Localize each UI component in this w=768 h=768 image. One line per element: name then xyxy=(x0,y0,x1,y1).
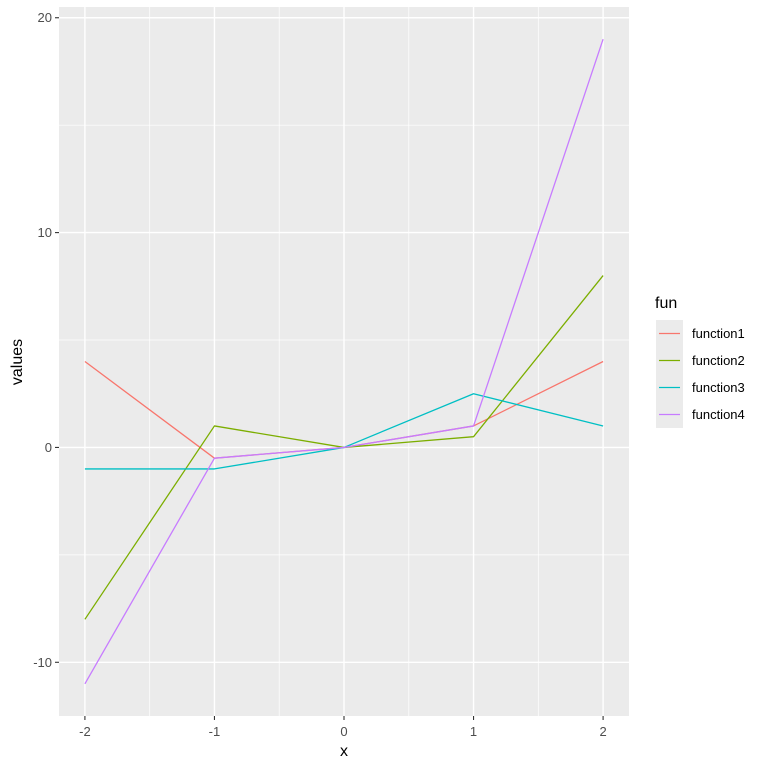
x-axis-tick-labels: -2 -1 0 1 2 xyxy=(79,724,607,739)
series-lines xyxy=(84,39,604,685)
legend-item-function2: function2 xyxy=(656,347,745,374)
legend-item-function1: function1 xyxy=(656,320,745,347)
y-axis-title: values xyxy=(9,339,26,385)
x-axis-title: x xyxy=(340,743,348,760)
y-tick-label: -10 xyxy=(33,655,52,670)
y-tick-label: 0 xyxy=(45,440,52,455)
legend-item-function3: function3 xyxy=(656,374,745,401)
legend-title: fun xyxy=(655,295,677,312)
legend-label: function2 xyxy=(692,353,745,368)
y-tick-label: 10 xyxy=(38,225,52,240)
legend-label: function4 xyxy=(692,407,745,422)
x-tick-label: 0 xyxy=(340,724,347,739)
legend-item-function4: function4 xyxy=(656,401,745,428)
legend-label: function1 xyxy=(692,326,745,341)
y-axis-tick-labels: -10 0 10 20 xyxy=(33,10,52,670)
y-tick-label: 20 xyxy=(38,10,52,25)
legend: fun function1 function2 function3 function4 xyxy=(655,295,745,428)
x-tick-label: -2 xyxy=(79,724,91,739)
x-tick-label: 2 xyxy=(599,724,606,739)
axis-ticks xyxy=(55,17,604,720)
x-tick-label: 1 xyxy=(470,724,477,739)
major-gridlines xyxy=(59,7,629,716)
x-tick-label: -1 xyxy=(209,724,221,739)
legend-label: function3 xyxy=(692,380,745,395)
series-line-function4 xyxy=(84,39,604,685)
